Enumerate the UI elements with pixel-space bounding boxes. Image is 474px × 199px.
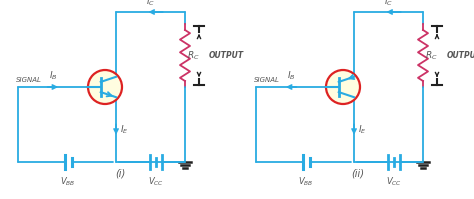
Text: $I_B$: $I_B$ [287,69,295,82]
Text: $V_{CC}$: $V_{CC}$ [386,176,402,188]
Text: OUTPUT: OUTPUT [209,51,244,60]
Text: $I_C$: $I_C$ [384,0,393,8]
Text: $R_C$: $R_C$ [425,49,438,62]
Text: $V_{BB}$: $V_{BB}$ [298,176,314,188]
Text: OUTPUT: OUTPUT [447,51,474,60]
Circle shape [326,70,360,104]
Text: $V_{BB}$: $V_{BB}$ [60,176,76,188]
Text: $I_E$: $I_E$ [358,123,367,136]
Text: (ii): (ii) [352,169,365,179]
Text: $I_B$: $I_B$ [49,69,57,82]
Text: SIGNAL: SIGNAL [16,77,42,83]
Text: (i): (i) [115,169,125,179]
Text: SIGNAL: SIGNAL [254,77,280,83]
Text: $V_{CC}$: $V_{CC}$ [148,176,164,188]
Circle shape [88,70,122,104]
Text: $I_E$: $I_E$ [120,123,129,136]
Text: $R_C$: $R_C$ [187,49,200,62]
Text: $I_C$: $I_C$ [146,0,155,8]
